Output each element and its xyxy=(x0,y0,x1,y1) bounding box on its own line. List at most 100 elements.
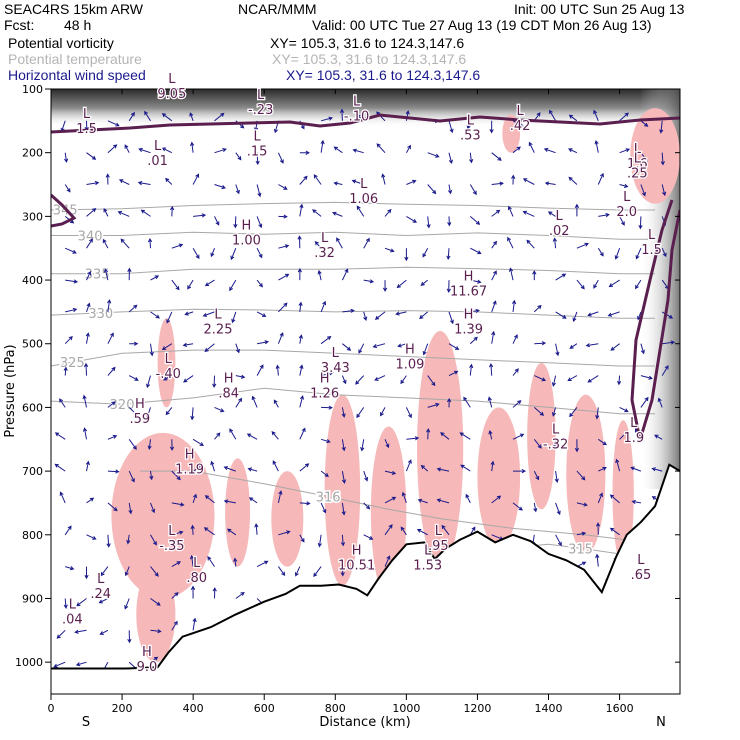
wind-vector-32 xyxy=(124,144,130,153)
wind-vector-169 xyxy=(576,279,585,290)
extremum-value-2: -.23 xyxy=(248,103,273,118)
wind-vector-194 xyxy=(491,300,497,313)
wind-vector-234 xyxy=(107,366,116,376)
wind-vector-291 xyxy=(82,427,88,440)
wind-vector-99 xyxy=(312,209,322,217)
wind-vector-295 xyxy=(169,439,175,451)
wind-vector-379 xyxy=(106,534,111,548)
wind-vector-419 xyxy=(340,566,345,577)
wind-vector-224 xyxy=(512,334,518,344)
shade-region-11 xyxy=(612,420,634,567)
wind-vector-12 xyxy=(320,116,334,122)
extremum-value-35: .25 xyxy=(627,167,648,182)
x-tick-label-1000: 1000 xyxy=(392,702,420,715)
x-tick-label-400: 400 xyxy=(183,702,204,715)
wind-vector-344 xyxy=(598,466,607,472)
wind-vector-466 xyxy=(99,629,109,635)
wind-vector-227 xyxy=(569,343,578,349)
wind-vector-72 xyxy=(351,179,364,185)
forecast-label: Fcst: xyxy=(4,17,35,33)
wind-vector-410 xyxy=(150,566,159,577)
wind-vector-111 xyxy=(574,203,580,217)
wind-vector-23 xyxy=(549,109,557,122)
wind-vector-209 xyxy=(182,342,194,347)
wind-vector-21 xyxy=(512,120,524,127)
wind-vector-192 xyxy=(448,311,454,325)
wind-vector-333 xyxy=(363,470,369,482)
wind-vector-339 xyxy=(490,460,495,472)
wind-vector-226 xyxy=(555,343,560,357)
wind-vector-212 xyxy=(257,340,270,345)
wind-vector-258 xyxy=(617,375,622,386)
extremum-type-7: L xyxy=(253,129,261,144)
theta-label-325: 325 xyxy=(60,356,85,371)
wind-vector-138 xyxy=(526,239,535,249)
wind-vector-156 xyxy=(297,267,302,281)
wind-vector-219 xyxy=(397,343,407,348)
valid-time: Valid: 00 UTC Tue 27 Aug 13 (19 CDT Mon … xyxy=(312,17,652,33)
wind-vector-497 xyxy=(150,656,159,663)
wind-vector-182 xyxy=(231,311,237,324)
theta-label-340: 340 xyxy=(78,229,103,244)
wind-vector-221 xyxy=(448,343,460,350)
wind-vector-59 xyxy=(86,180,100,186)
wind-vector-191 xyxy=(419,311,429,320)
wind-vector-84 xyxy=(619,183,629,188)
north-end-label: N xyxy=(656,715,666,730)
south-end-label: S xyxy=(82,715,90,730)
wind-vector-113 xyxy=(619,216,625,226)
wind-vector-470 xyxy=(192,617,197,631)
wind-vector-415 xyxy=(256,560,269,568)
wind-vector-464 xyxy=(56,629,66,639)
extremum-value-23: -.35 xyxy=(159,539,184,554)
extremum-value-16: 3.43 xyxy=(321,361,350,376)
wind-vector-314 xyxy=(574,439,580,453)
extremum-type-23: L xyxy=(168,524,176,539)
wind-vector-438 xyxy=(124,598,130,610)
extremum-type-13: H xyxy=(464,308,474,323)
wind-vector-48 xyxy=(469,152,474,164)
wind-vector-440 xyxy=(171,592,179,599)
wind-vector-334 xyxy=(384,470,397,475)
field-theta-name: Potential temperature xyxy=(8,51,142,67)
wind-vector-265 xyxy=(145,407,151,420)
wind-vector-55 xyxy=(619,148,631,154)
wind-vector-49 xyxy=(491,152,502,161)
wind-vector-364 xyxy=(401,491,407,504)
wind-vector-266 xyxy=(165,407,173,416)
extremum-value-29: .04 xyxy=(62,612,83,627)
wind-vector-351 xyxy=(128,502,133,515)
wind-vector-354 xyxy=(192,493,198,504)
wind-vector-303 xyxy=(341,439,346,452)
wind-vector-468 xyxy=(150,629,162,634)
wind-vector-358 xyxy=(277,490,283,504)
wind-vector-236 xyxy=(146,375,151,389)
wind-vector-465 xyxy=(74,629,87,634)
wind-vector-79 xyxy=(511,174,516,185)
wind-vector-494 xyxy=(75,661,87,667)
extremum-value-1: 9.05 xyxy=(157,87,186,102)
wind-vector-25 xyxy=(593,109,599,121)
extremum-type-1: L xyxy=(168,72,176,87)
extremum-value-4: .42 xyxy=(510,119,531,134)
wind-vector-45 xyxy=(405,144,411,153)
wind-vector-122 xyxy=(192,247,200,260)
wind-vector-16 xyxy=(405,110,410,121)
wind-vector-312 xyxy=(533,438,542,449)
wind-vector-409 xyxy=(124,566,130,577)
wind-vector-102 xyxy=(384,208,392,217)
wind-vector-103 xyxy=(406,215,417,223)
wind-vector-64 xyxy=(192,173,200,185)
wind-vector-36 xyxy=(214,148,227,154)
y-tick-label-700: 700 xyxy=(22,465,43,478)
wind-vector-196 xyxy=(533,304,542,313)
wind-vector-378 xyxy=(86,534,97,540)
wind-vector-324 xyxy=(171,470,181,481)
theta-contour-335 xyxy=(51,266,656,275)
wind-vector-245 xyxy=(341,375,347,385)
extremum-value-20: .59 xyxy=(129,412,150,427)
wind-vector-211 xyxy=(235,343,240,354)
shade-region-13 xyxy=(630,108,680,204)
wind-vector-51 xyxy=(528,141,535,153)
wind-vector-217 xyxy=(358,343,365,354)
